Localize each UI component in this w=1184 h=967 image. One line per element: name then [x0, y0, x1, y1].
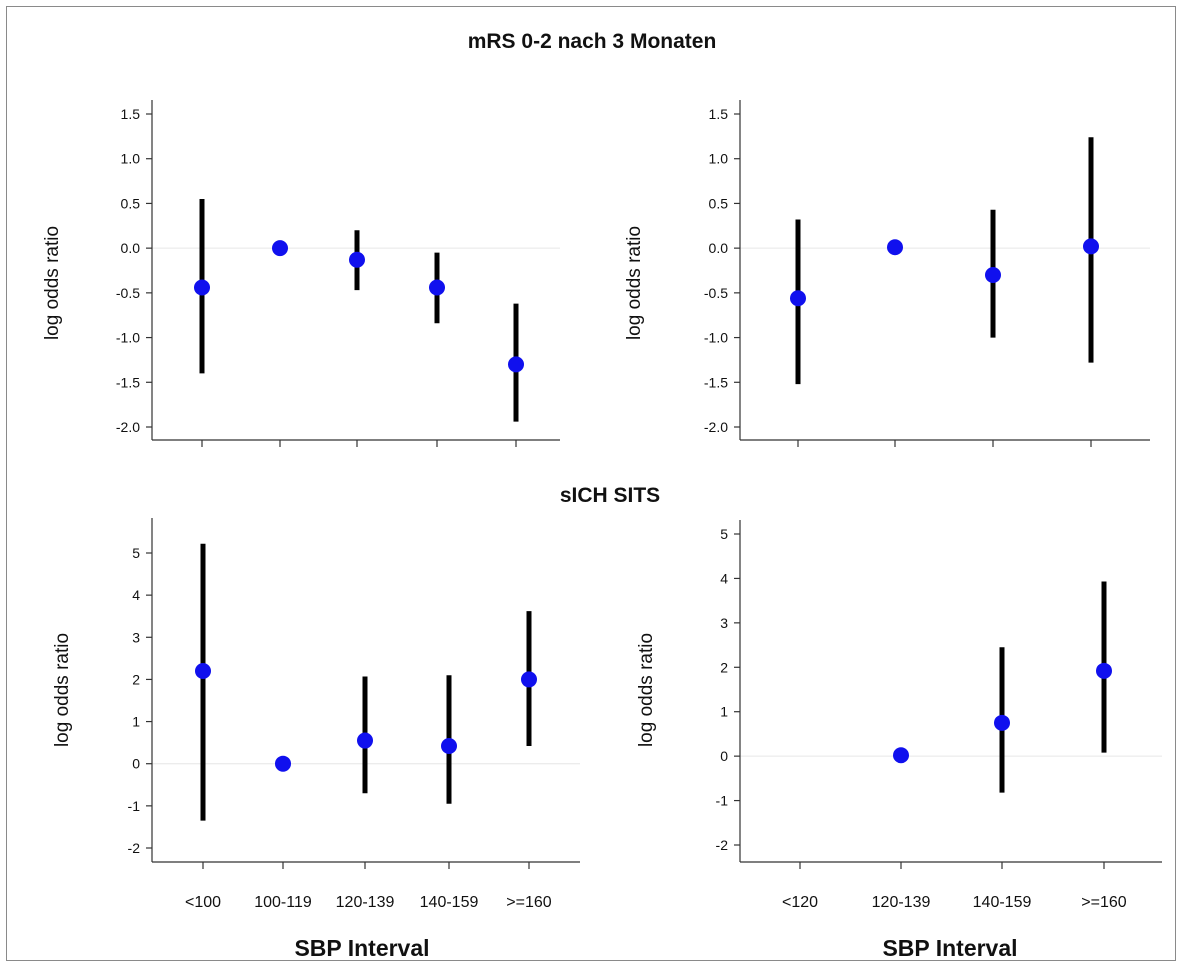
- x-axis-title-right: SBP Interval: [882, 935, 1018, 961]
- y-tick-label: -1: [716, 793, 729, 809]
- y-axis-label: log odds ratio: [624, 226, 645, 340]
- y-tick-label: 0.0: [121, 240, 141, 256]
- data-point: [194, 279, 210, 296]
- y-tick-label: -0.5: [704, 285, 728, 301]
- x-tick-label: 140-159: [973, 894, 1032, 911]
- y-tick-label: 1.5: [709, 106, 729, 122]
- data-point: [272, 240, 288, 257]
- y-tick-label: 1.5: [121, 106, 141, 122]
- data-point: [429, 279, 445, 296]
- y-tick-label: 0.5: [121, 195, 141, 211]
- y-tick-label: -2: [128, 840, 141, 856]
- x-tick-label: <100: [185, 894, 221, 911]
- y-tick-label: 0.5: [709, 195, 729, 211]
- y-tick-label: 1: [132, 714, 140, 730]
- y-axis-label: log odds ratio: [42, 226, 63, 340]
- data-point: [893, 747, 909, 764]
- y-tick-label: 4: [720, 570, 728, 586]
- data-point: [195, 663, 211, 679]
- y-tick-label: -2.0: [704, 419, 728, 435]
- y-tick-label: -1.0: [704, 330, 728, 346]
- x-tick-label: 140-159: [420, 894, 479, 911]
- data-point: [357, 732, 373, 749]
- top-heading: mRS 0-2 nach 3 Monaten: [467, 30, 717, 53]
- y-tick-label: -2: [716, 837, 729, 853]
- x-tick-label: 120-139: [336, 894, 395, 911]
- y-tick-label: 0: [132, 756, 140, 772]
- x-tick-label: <120: [782, 894, 818, 911]
- data-point: [441, 738, 457, 755]
- x-tick-label: 120-139: [872, 894, 931, 911]
- y-tick-label: -1.0: [116, 330, 140, 346]
- chart-panel-3: -2 -1 0 1 2 3 4 5 log odds ratio <100 100-119 120-1…: [52, 518, 580, 911]
- y-tick-label: -1.5: [704, 374, 728, 390]
- x-tick-label: >=160: [506, 894, 551, 911]
- data-point: [887, 239, 903, 256]
- data-point: [985, 266, 1001, 283]
- data-point: [790, 290, 806, 307]
- y-tick-label: -1: [128, 798, 141, 814]
- chart-panel-4: -2 -1 0 1 2 3 4 5 log odds ratio <120 120-139 140-1…: [636, 520, 1162, 911]
- data-point: [275, 755, 291, 772]
- y-tick-label: 1: [720, 704, 728, 720]
- data-point: [508, 356, 524, 373]
- y-axis-label: log odds ratio: [636, 633, 657, 747]
- data-point: [1083, 238, 1099, 255]
- y-tick-label: 5: [720, 526, 728, 542]
- data-point: [994, 714, 1010, 731]
- y-tick-label: 3: [132, 629, 140, 645]
- y-axis-label: log odds ratio: [52, 633, 73, 747]
- y-tick-label: 3: [720, 615, 728, 631]
- middle-heading: sICH SITS: [559, 484, 661, 507]
- y-tick-label: 1.0: [709, 151, 729, 167]
- chart-panel-1: -2.0 -1.5 -1.0 -0.5 0.0 0.5 1.0 1.5 log odds rat…: [42, 100, 560, 447]
- y-tick-label: 1.0: [121, 151, 141, 167]
- y-tick-label: -0.5: [116, 285, 140, 301]
- data-point: [349, 251, 365, 268]
- y-tick-label: -2.0: [116, 419, 140, 435]
- data-point: [1096, 662, 1112, 679]
- figure-frame: [6, 6, 1176, 961]
- y-tick-label: 0.0: [709, 240, 729, 256]
- x-tick-label: >=160: [1081, 894, 1126, 911]
- data-point: [521, 671, 537, 688]
- chart-panel-2: -2.0 -1.5 -1.0 -0.5 0.0 0.5 1.0 1.5 log odds rat…: [624, 100, 1150, 447]
- y-tick-label: 4: [132, 587, 140, 603]
- y-tick-label: 2: [132, 671, 140, 687]
- y-tick-label: 5: [132, 545, 140, 561]
- y-tick-label: -1.5: [116, 374, 140, 390]
- y-tick-label: 0: [720, 748, 728, 764]
- x-tick-label: 100-119: [254, 894, 312, 911]
- x-axis-title-left: SBP Interval: [294, 935, 430, 961]
- y-tick-label: 2: [720, 659, 728, 675]
